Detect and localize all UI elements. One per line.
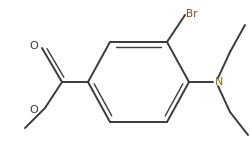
Text: O: O: [29, 41, 38, 51]
Text: O: O: [29, 105, 38, 115]
Text: N: N: [214, 77, 222, 87]
Text: Br: Br: [185, 9, 197, 19]
